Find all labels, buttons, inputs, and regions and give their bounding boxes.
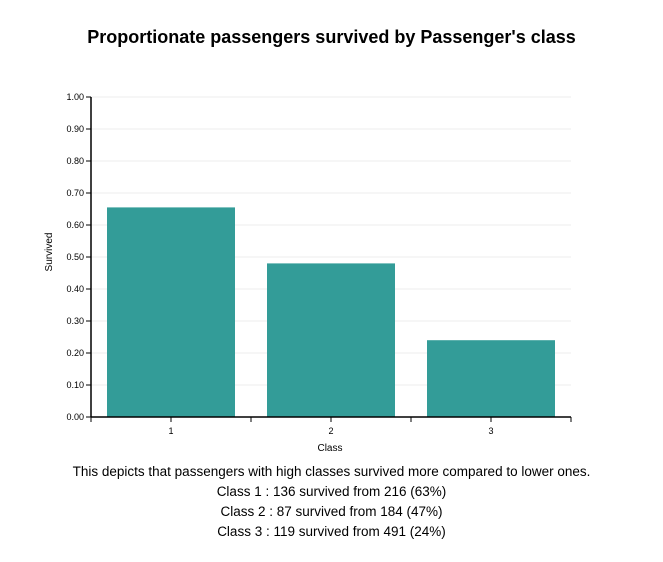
- y-tick-label: 0.60: [66, 220, 84, 230]
- y-tick-label: 1.00: [66, 92, 84, 102]
- y-tick-label: 0.80: [66, 156, 84, 166]
- y-axis-label: Survived: [44, 233, 55, 272]
- y-tick-label: 0.90: [66, 124, 84, 134]
- x-tick-label: 3: [488, 426, 493, 436]
- caption-line-class-2: Class 2 : 87 survived from 184 (47%): [220, 504, 443, 519]
- y-tick-label: 0.20: [66, 348, 84, 358]
- caption-summary: This depicts that passengers with high c…: [72, 464, 591, 479]
- bars: [107, 207, 555, 417]
- y-tick-label: 0.70: [66, 188, 84, 198]
- caption-line-class-3: Class 3 : 119 survived from 491 (24%): [217, 524, 446, 539]
- bar-class-1: [107, 207, 235, 417]
- x-tick-label: 1: [168, 426, 173, 436]
- y-tick-label: 0.40: [66, 284, 84, 294]
- bar-chart: 0.00 0.10 0.20 0.30 0.40 0.50 0.60 0.70 0.80 0.90…: [44, 92, 572, 454]
- x-axis-label: Class: [317, 443, 342, 454]
- caption: This depicts that passengers with high c…: [0, 462, 663, 542]
- axes: 0.00 0.10 0.20 0.30 0.40 0.50 0.60 0.70 0.80 0.90…: [66, 92, 572, 436]
- y-tick-label: 0.30: [66, 316, 84, 326]
- bar-class-2: [267, 263, 395, 417]
- bar-class-3: [427, 340, 555, 417]
- y-tick-label: 0.10: [66, 380, 84, 390]
- y-tick-label: 0.00: [66, 412, 84, 422]
- x-tick-label: 2: [328, 426, 333, 436]
- chart-title: Proportionate passengers survived by Pas…: [87, 27, 576, 47]
- caption-line-class-1: Class 1 : 136 survived from 216 (63%): [216, 484, 447, 499]
- y-tick-label: 0.50: [66, 252, 84, 262]
